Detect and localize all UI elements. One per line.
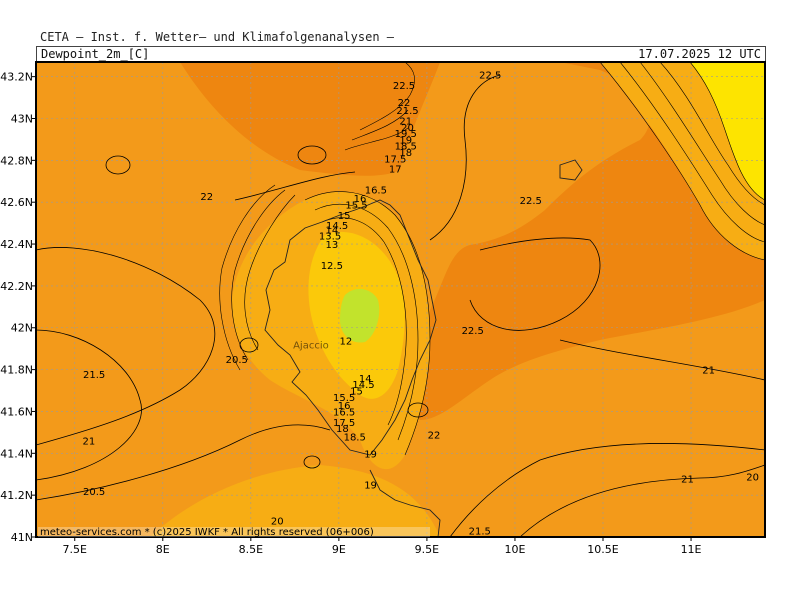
contour-label: 14.5 (326, 221, 348, 232)
contour-label: 15.5 (345, 200, 367, 211)
contour-layer (36, 62, 765, 537)
contour-label: 18.5 (395, 142, 417, 153)
y-tick-label: 42.6N (0, 196, 33, 209)
x-tick-label: 8.5E (239, 543, 263, 556)
variable-label: Dewpoint_2m_[C] (41, 47, 150, 61)
footer-backing (38, 527, 430, 537)
y-tick-label: 43.2N (0, 71, 33, 84)
plot-frame (35, 61, 766, 538)
contour-label: 20.5 (83, 487, 105, 498)
field-light-south (150, 465, 440, 537)
contour-label: 15.5 (333, 393, 355, 404)
contour-label: 21.5 (469, 527, 491, 538)
contour-label: 20.5 (226, 355, 248, 366)
y-tick-label: 43N (11, 112, 33, 125)
contour-label: 13.5 (319, 232, 341, 243)
y-tick-label: 42N (11, 322, 33, 335)
y-tick-label: 42.8N (0, 154, 33, 167)
contour-label: 19 (364, 481, 377, 492)
field-dark-north (180, 62, 440, 176)
contour-label: 16 (338, 401, 351, 412)
place-label-ajaccio: Ajaccio (293, 340, 329, 351)
contour-label: 18 (399, 148, 412, 159)
y-tick-label: 41.6N (0, 405, 33, 418)
y-tick-label: 41N (11, 531, 33, 544)
contour-label: 22 (398, 98, 411, 109)
field-layer (36, 62, 765, 537)
y-axis: 41N 41.2N 41.4N 41.6N 41.8N 42N 42.2N 42.4N 42.6… (0, 71, 36, 544)
contour-label: 22.5 (479, 71, 501, 82)
contour-label: 19.5 (395, 129, 417, 140)
x-tick-label: 10E (504, 543, 525, 556)
contour-label: 22.5 (462, 326, 484, 337)
contour-label: 12 (340, 336, 353, 347)
contour-label: 21 (82, 437, 95, 448)
contour-label: 15 (350, 387, 363, 398)
contour-label: 16.5 (333, 407, 355, 418)
contour-label: 22 (428, 430, 441, 441)
contour-label: 13 (325, 240, 338, 251)
x-tick-label: 9E (332, 543, 346, 556)
contour-label: 22.5 (520, 196, 542, 207)
contour-label: 12.5 (321, 261, 343, 272)
y-tick-label: 42.2N (0, 280, 33, 293)
x-tick-label: 9.5E (415, 543, 439, 556)
x-tick-label: 7.5E (63, 543, 87, 556)
contour-label: 14.5 (352, 380, 374, 391)
x-axis: 7.5E 8E 8.5E 9E 9.5E 10E 10.5E 11E (63, 537, 702, 556)
field-green-core (340, 288, 380, 343)
contour-label: 18 (336, 424, 349, 435)
contour-label: 20 (746, 472, 759, 483)
institute-header: CETA — Inst. f. Wetter— und Klimafolgena… (40, 30, 395, 44)
y-tick-label: 41.8N (0, 364, 33, 377)
contour-label: 17.5 (384, 154, 406, 165)
x-tick-label: 10.5E (587, 543, 618, 556)
y-tick-label: 41.2N (0, 489, 33, 502)
contour-label: 17.5 (333, 418, 355, 429)
field-yellow-northeast (690, 62, 765, 200)
contour-labels: 22.52221.5212019.51918.51817.51716.51615… (82, 71, 759, 538)
contour-label: 21 (681, 474, 694, 485)
x-tick-label: 11E (681, 543, 702, 556)
contour-label: 21.5 (83, 370, 105, 381)
datetime-label: 17.07.2025 12 UTC (638, 47, 761, 61)
contour-label: 20 (271, 516, 284, 527)
contour-label: 21.5 (396, 106, 418, 117)
contour-label: 21 (399, 117, 412, 128)
contour-label: 14 (325, 225, 338, 236)
y-tick-label: 41.4N (0, 447, 33, 460)
x-tick-label: 8E (156, 543, 170, 556)
contour-label: 21 (702, 366, 715, 377)
contour-label: 19 (364, 449, 377, 460)
contour-label: 17 (389, 165, 402, 176)
title-bar: Dewpoint_2m_[C] 17.07.2025 12 UTC (36, 46, 766, 61)
contour-label: 22.5 (393, 81, 415, 92)
contour-label: 22 (200, 192, 213, 203)
contour-label: 16.5 (365, 186, 387, 197)
contour-label: 14 (359, 374, 372, 385)
footer-credit: meteo-services.com * (c)2025 IWKF * All … (40, 527, 374, 538)
contour-label: 20 (401, 123, 414, 134)
contour-label: 18.5 (344, 433, 366, 444)
contour-label: 15 (338, 211, 351, 222)
contour-label: 19 (399, 135, 412, 146)
y-tick-label: 42.4N (0, 238, 33, 251)
contour-label: 16 (354, 194, 367, 205)
